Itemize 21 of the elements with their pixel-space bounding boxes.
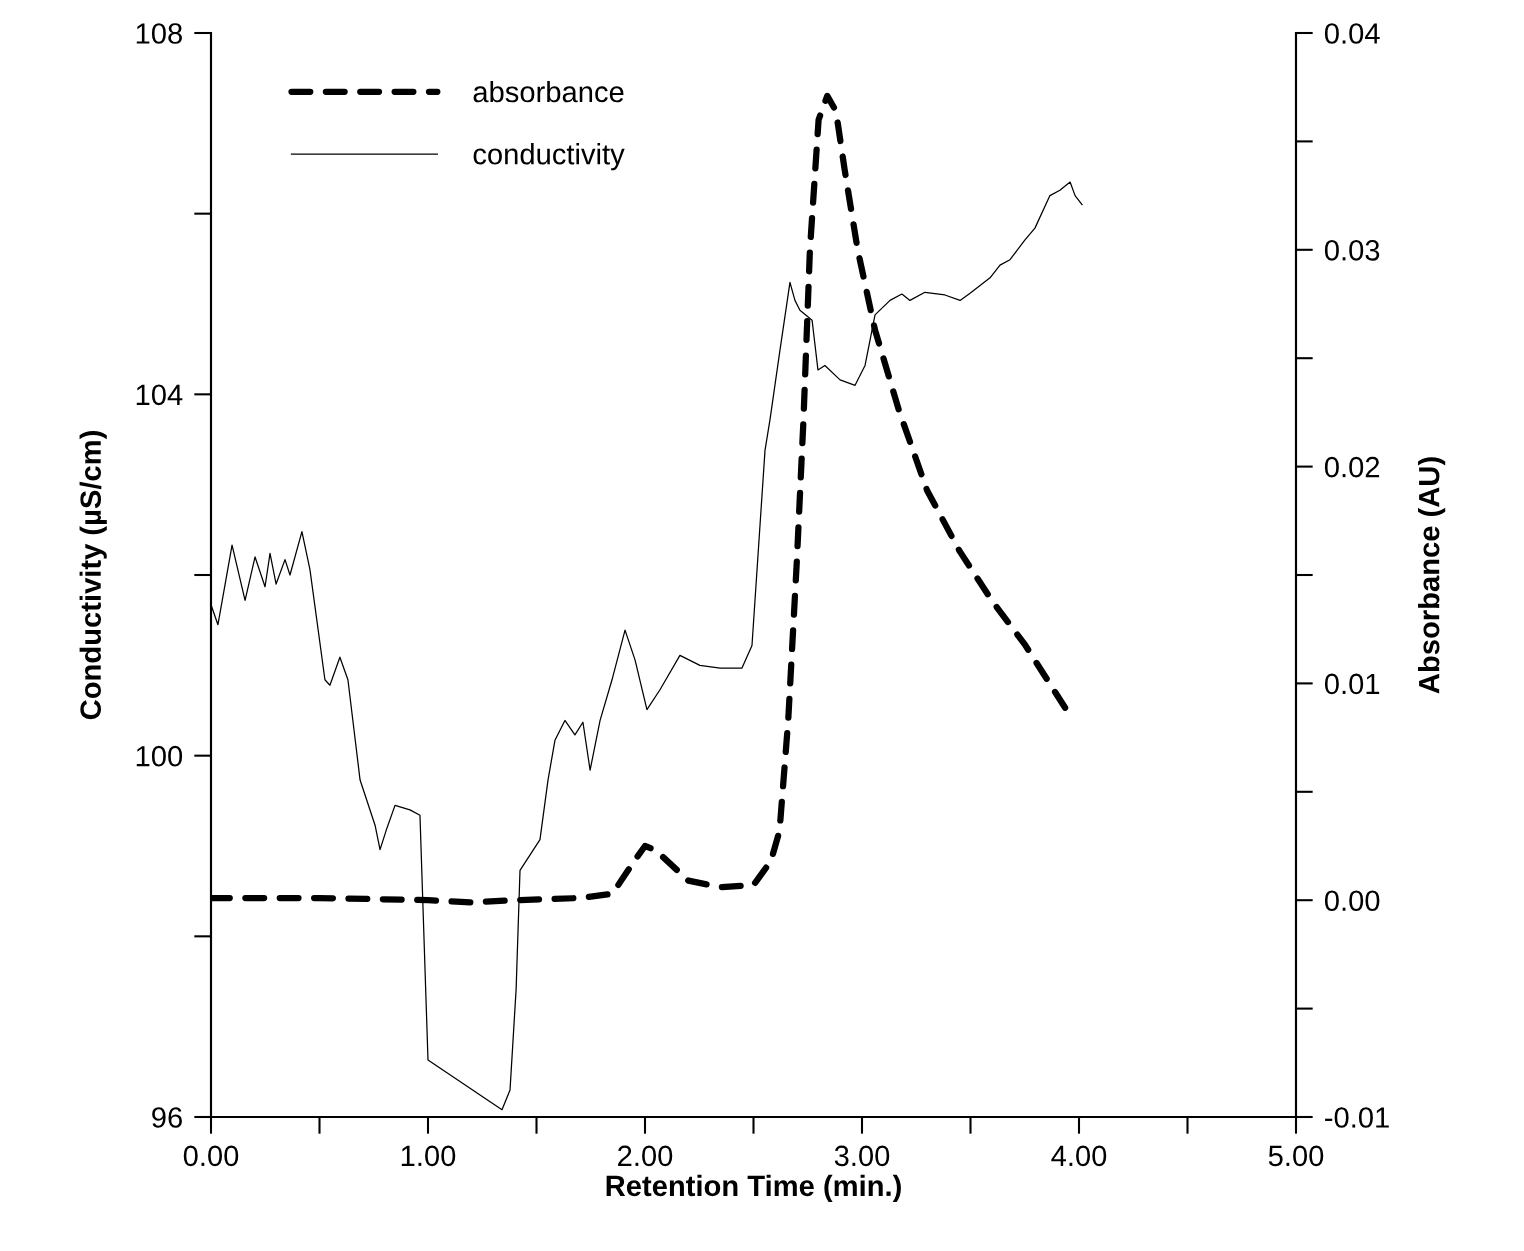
x-tick-label: 3.00 <box>834 1145 890 1167</box>
y2-tick-label: 0.02 <box>1324 456 1380 478</box>
y2-tick-label: 0.04 <box>1324 23 1380 44</box>
y2-axis-title: Absorbance (AU) <box>1418 457 1446 694</box>
x-axis-title: Retention Time (min.) <box>606 1174 901 1202</box>
x-tick-label: 5.00 <box>1268 1145 1324 1167</box>
y2-tick-label: 0.01 <box>1324 673 1380 695</box>
y-tick-label: 100 <box>136 745 183 767</box>
legend-label: absorbance <box>473 80 624 103</box>
x-tick-label: 4.00 <box>1051 1145 1107 1167</box>
y-tick-label: 104 <box>136 384 183 406</box>
x-tick-label: 0.00 <box>183 1145 239 1167</box>
y-tick-label: 96 <box>152 1107 182 1128</box>
legend-label: conductivity <box>473 143 625 171</box>
y-tick-label: 108 <box>136 23 182 44</box>
y2-tick-label: 0.00 <box>1324 890 1380 912</box>
y-axis-title: Conductivity (µS/cm) <box>79 431 107 720</box>
y2-tick-label: 0.03 <box>1324 240 1380 261</box>
x-tick-label: 2.00 <box>618 1145 673 1167</box>
x-tick-label: 1.00 <box>401 1145 456 1167</box>
y2-tick-label: -0.01 <box>1325 1107 1389 1128</box>
